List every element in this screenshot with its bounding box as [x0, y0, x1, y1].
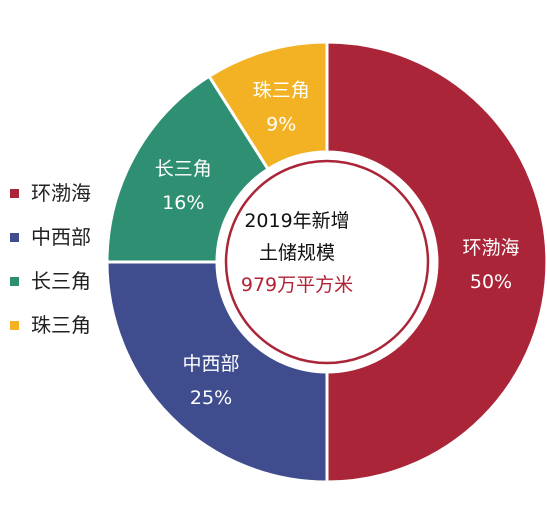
legend-item-changsanjiao: 长三角: [10, 270, 120, 292]
chart-legend: 环渤海 中西部 长三角 珠三角: [10, 182, 120, 358]
donut-slice-zhusanjiao: [207, 40, 329, 172]
slice-category-label-zhongxibu: 中西部: [183, 353, 240, 375]
legend-swatch-zhongxibu: [10, 232, 19, 242]
legend-swatch-huanbohai: [10, 188, 19, 198]
donut-slice-huanbohai: [325, 40, 547, 484]
slice-value-label-zhusanjiao: 9%: [266, 114, 296, 136]
legend-swatch-zhusanjiao: [10, 320, 19, 330]
slice-value-label-zhongxibu: 25%: [190, 387, 232, 409]
slice-value-label-changsanjiao: 16%: [162, 192, 204, 214]
slice-value-label-huanbohai: 50%: [470, 271, 512, 293]
center-title-line2: 土储规模: [258, 242, 335, 264]
slice-category-label-huanbohai: 环渤海: [462, 237, 519, 259]
legend-label-zhusanjiao: 珠三角: [31, 313, 91, 337]
donut-slice-zhongxibu: [105, 260, 329, 484]
legend-label-huanbohai: 环渤海: [31, 181, 91, 205]
legend-item-zhongxibu: 中西部: [10, 226, 120, 248]
legend-item-huanbohai: 环渤海: [10, 182, 120, 204]
donut-slice-changsanjiao: [105, 74, 271, 264]
legend-label-zhongxibu: 中西部: [31, 225, 91, 249]
slice-category-label-changsanjiao: 长三角: [155, 158, 212, 180]
legend-swatch-changsanjiao: [10, 276, 19, 286]
legend-item-zhusanjiao: 珠三角: [10, 314, 120, 336]
slice-category-label-zhusanjiao: 珠三角: [253, 80, 310, 102]
donut-center-text: 2019年新增 土储规模 979万平方米: [232, 205, 362, 301]
center-value: 979万平方米: [240, 274, 354, 296]
center-ring: [224, 159, 430, 365]
center-title-line1: 2019年新增: [244, 210, 350, 232]
legend-label-changsanjiao: 长三角: [31, 269, 91, 293]
